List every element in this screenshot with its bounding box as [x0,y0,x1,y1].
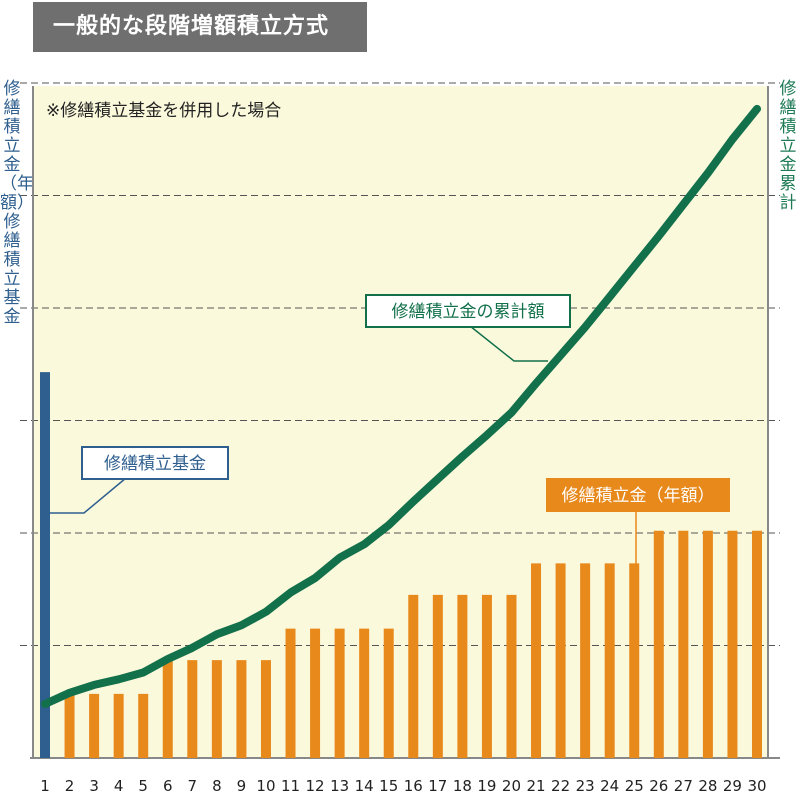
x-tick-label: 30 [747,777,766,795]
annual-bar [481,594,492,758]
cumulative-callout-leader [469,325,548,362]
x-tick-label: 1 [40,777,50,795]
annual-bar [334,628,345,758]
annual-bar [211,660,222,758]
chart-note: ※修繕積立基金を併用した場合 [46,101,281,121]
annual-bar [187,660,198,758]
annual-bar [727,530,738,758]
x-tick-label: 23 [576,777,595,795]
x-tick-label: 3 [89,777,99,795]
annual-bar [310,628,321,758]
annual-callout-label: 修繕積立金（年額） [562,486,715,506]
x-tick-label: 9 [237,777,247,795]
annual-callout-box [546,478,730,512]
chart-title: 一般的な段階増額積立方式 [33,2,367,52]
annual-bar [531,563,542,758]
x-tick-label: 17 [428,777,447,795]
x-tick-label: 18 [453,777,472,795]
cumulative-callout-box [365,294,571,328]
annual-bar [653,530,664,758]
x-tick-label: 5 [138,777,148,795]
annual-bar [604,563,615,758]
annual-bar [359,628,370,758]
x-tick-label: 6 [163,777,173,795]
x-tick-label: 7 [188,777,198,795]
x-tick-label: 28 [698,777,717,795]
annual-bar [752,530,762,758]
annual-bar [629,563,640,758]
fund-callout-label: 修繕積立基金 [104,454,206,474]
x-tick-label: 19 [477,777,496,795]
x-tick-label: 10 [256,777,275,795]
annual-bar [285,628,296,758]
cumulative-line-layer [41,104,761,708]
cumulative-callout-label: 修繕積立金の累計額 [392,302,545,322]
annual-bar [260,660,271,758]
x-tick-label: 27 [674,777,693,795]
annual-bar [162,660,173,758]
x-tick-label: 29 [723,777,742,795]
annual-bar [506,594,517,758]
annual-bar [236,660,247,758]
annual-bar [702,530,713,758]
x-tick-label: 20 [502,777,521,795]
annual-bar [113,693,124,758]
annual-bar [64,693,75,758]
annual-bar [580,563,591,758]
annual-bar [457,594,468,758]
annual-bar [138,693,149,758]
annual-bar [432,594,443,758]
x-tick-label: 4 [114,777,124,795]
fund-callout-box [81,446,229,480]
x-tick-label: 14 [355,777,374,795]
x-tick-label: 22 [551,777,570,795]
bars-layer [40,372,762,758]
annual-bar [383,628,394,758]
x-tick-label: 24 [600,777,619,795]
x-tick-label: 26 [649,777,668,795]
x-tick-label: 16 [404,777,423,795]
x-tick-label: 11 [281,777,300,795]
fund-callout-leader [46,477,127,514]
x-tick-label: 15 [379,777,398,795]
x-tick-label: 25 [625,777,644,795]
x-tick-label: 21 [526,777,545,795]
x-tick-label: 13 [330,777,349,795]
right-axis-label: 修繕積立金累計 [779,79,797,213]
annual-bar [408,594,419,758]
fund-bar [40,372,50,758]
annual-bar [678,530,689,758]
x-tick-label: 12 [306,777,325,795]
annual-bar [555,563,566,758]
annual-bar [89,693,100,758]
x-tick-label: 8 [212,777,222,795]
x-tick-label: 2 [65,777,75,795]
x-tick-labels: 1 2 3 4 5 6 7 8 9 10 11 12 13 14 15 16 17 18 19 20 21 22 23 24 2… [40,777,766,795]
cumulative-line [41,104,761,708]
